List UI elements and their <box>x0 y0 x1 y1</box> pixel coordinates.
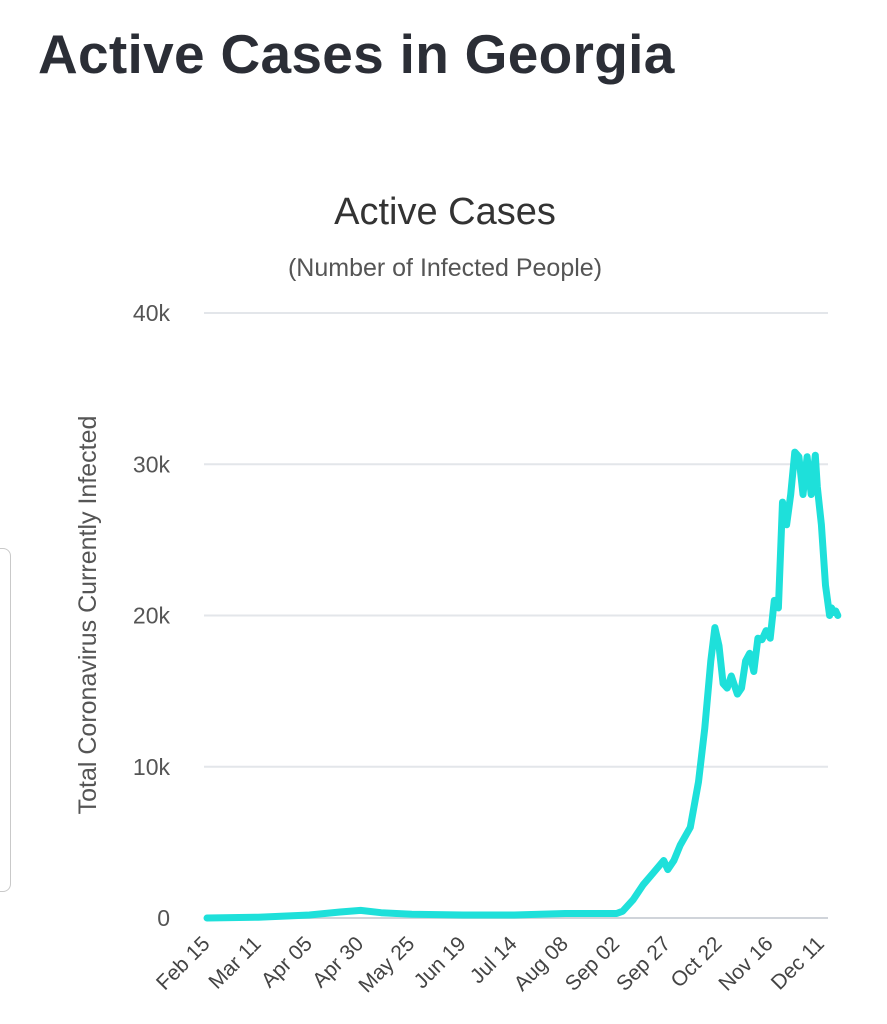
y-tick-label-20k: 20k <box>133 603 171 629</box>
x-tick-label-sep-02: Sep 02 <box>561 932 624 995</box>
page-title: Active Cases in Georgia <box>38 23 675 85</box>
x-tick-label-jun-19: Jun 19 <box>410 932 471 993</box>
gridlines <box>204 312 828 919</box>
y-axis-ticks: 0 10k 20k 30k 40k <box>133 300 171 931</box>
y-axis-label: Total Coronavirus Currently Infected <box>74 416 102 815</box>
y-tick-label-30k: 30k <box>133 451 171 477</box>
series-layer <box>203 448 842 922</box>
x-tick-label-sep-27: Sep 27 <box>612 932 675 995</box>
chart-subtitle: (Number of Infected People) <box>288 254 602 282</box>
y-tick-label-10k: 10k <box>133 754 171 780</box>
x-tick-label-dec-11: Dec 11 <box>767 932 829 994</box>
x-tick-label-aug-08: Aug 08 <box>510 932 573 995</box>
x-tick-label-feb-15: Feb 15 <box>152 932 215 995</box>
y-tick-label-0: 0 <box>157 905 170 931</box>
x-tick-label-nov-16: Nov 16 <box>714 932 777 995</box>
x-tick-label-mar-11: Mar 11 <box>204 932 265 993</box>
side-drawer-handle[interactable] <box>0 548 11 892</box>
series-line-0 <box>203 448 842 922</box>
x-tick-label-apr-05: Apr 05 <box>257 932 317 992</box>
chart-title: Active Cases <box>334 191 556 233</box>
x-tick-label-may-25: May 25 <box>354 932 419 997</box>
y-tick-label-40k: 40k <box>133 300 171 326</box>
